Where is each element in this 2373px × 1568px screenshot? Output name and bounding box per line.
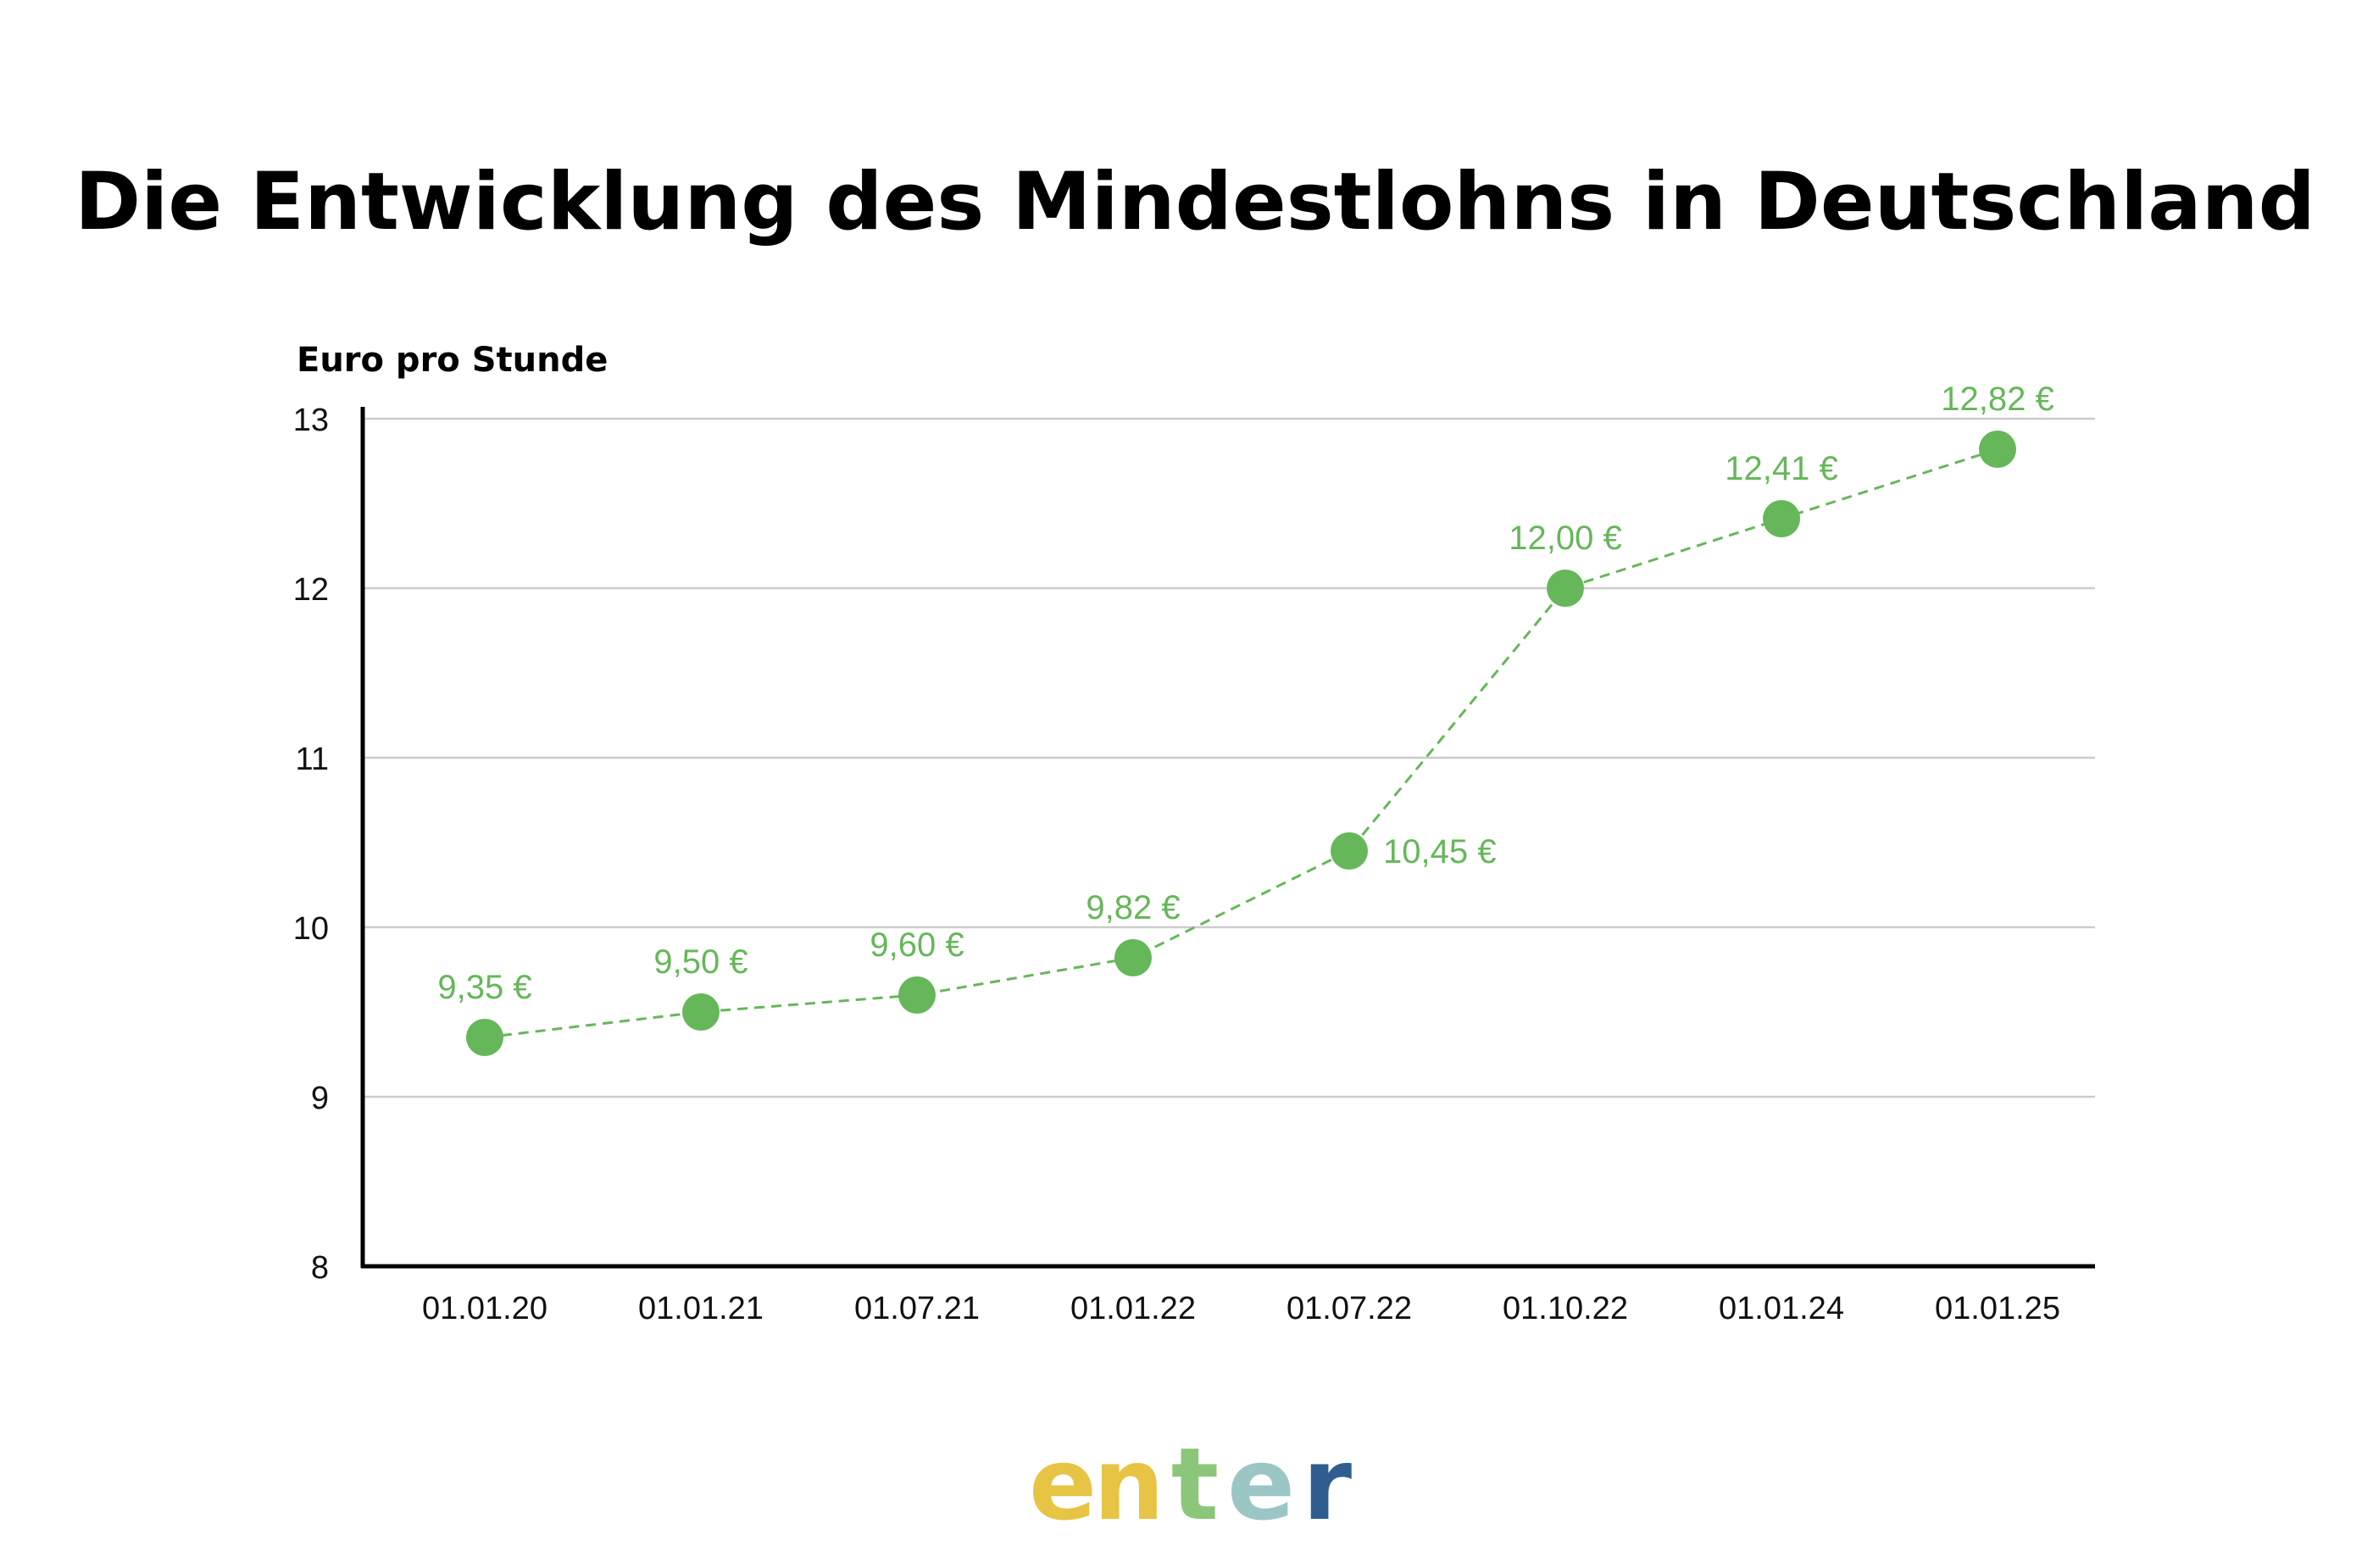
data-point-4 [1331,832,1368,870]
logo-letter: e [1227,1426,1295,1543]
x-tick-label: 01.07.21 [854,1291,980,1326]
data-label-1: 9,50 € [653,943,747,981]
x-tick-label: 01.07.22 [1287,1291,1412,1326]
data-point-5 [1547,570,1584,607]
logo-letter: t [1171,1426,1219,1543]
data-label-5: 12,00 € [1509,520,1621,557]
y-tick-label: 13 [293,403,329,438]
data-point-0 [466,1019,503,1056]
x-tick-label: 01.01.22 [1070,1291,1196,1326]
brand-logo: en t e r [1029,1426,1352,1543]
gridlines [363,417,2095,1098]
axes [360,407,2095,1269]
data-label-6: 12,41 € [1725,450,1837,487]
logo-letter: n [1093,1426,1164,1543]
series-line [484,448,1998,1039]
data-labels: 9,35 € 9,50 € 9,60 € 9,82 € 10,45 € 12,00 € 12… [437,381,2053,1006]
y-tick-label: 10 [293,911,329,947]
data-label-4: 10,45 € [1383,833,1496,870]
data-label-7: 12,82 € [1941,381,2053,418]
y-tick-label: 9 [311,1081,329,1116]
y-tick-label: 12 [293,572,329,608]
x-tick-label: 01.10.22 [1503,1291,1628,1326]
x-tick-label: 01.01.24 [1719,1291,1844,1326]
y-axis-ticks: 8 9 10 11 12 13 [293,403,329,1286]
logo-letter: r [1303,1426,1352,1543]
y-tick-label: 11 [296,742,329,777]
data-point-7 [1979,431,2016,468]
data-points [466,431,2016,1056]
logo-letter: e [1029,1426,1097,1543]
y-tick-label: 8 [311,1250,329,1286]
data-point-1 [682,993,720,1031]
data-point-3 [1114,939,1152,976]
x-tick-label: 01.01.20 [422,1291,547,1326]
chart-title: Die Entwicklung des Mindestlohns in Deut… [75,156,2315,248]
x-tick-label: 01.01.21 [638,1291,764,1326]
data-point-2 [898,976,936,1014]
data-label-0: 9,35 € [437,969,531,1006]
x-tick-label: 01.01.25 [1935,1291,2060,1326]
y-axis-label: Euro pro Stunde [297,341,608,380]
data-label-2: 9,60 € [870,926,964,964]
data-label-3: 9,82 € [1086,889,1180,926]
x-axis-ticks: 01.01.20 01.01.21 01.07.21 01.01.22 01.07.22… [422,1291,2060,1326]
data-point-6 [1763,500,1800,537]
